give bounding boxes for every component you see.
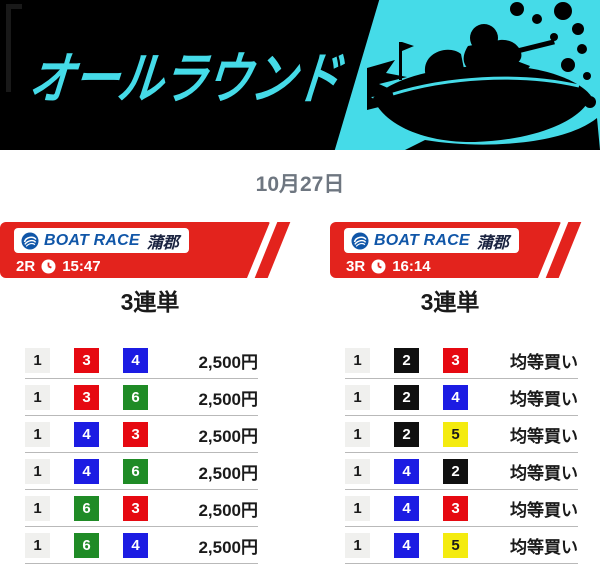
race-time: 15:47 (62, 257, 101, 275)
boat-number-2: 2 (394, 347, 419, 373)
bet-row: 1 6 4 2,500円 (25, 527, 258, 564)
bet-row-label: 均等買い (510, 537, 578, 557)
race-columns: BOAT RACE 蒲郡 2R 15:47 3連単 (0, 222, 600, 564)
bet-row-label: 均等買い (510, 352, 578, 372)
boat-number-6: 6 (74, 495, 99, 521)
boat-number-4: 4 (443, 384, 468, 410)
race-banner-body[interactable]: BOAT RACE 蒲郡 2R 15:47 (0, 222, 270, 278)
boat-racer-illustration (367, 2, 600, 150)
race-column-1: BOAT RACE 蒲郡 2R 15:47 3連単 (0, 222, 300, 564)
logo-brand-text: BOAT RACE (374, 231, 470, 249)
boat-number-1: 1 (25, 495, 50, 521)
boat-number-1: 1 (345, 458, 370, 484)
bet-row: 1 2 4 均等買い (345, 379, 578, 416)
bet-row-label: 2,500円 (198, 352, 258, 372)
boat-number-3: 3 (123, 495, 148, 521)
boat-number-4: 4 (123, 347, 148, 373)
bet-row: 1 6 3 2,500円 (25, 490, 258, 527)
boat-number-2: 2 (394, 384, 419, 410)
race-info-line: 2R 15:47 (16, 258, 270, 275)
race-banner-2[interactable]: BOAT RACE 蒲郡 3R 16:14 (330, 222, 582, 278)
logo-venue-text: 蒲郡 (476, 234, 509, 252)
race-info-line: 3R 16:14 (346, 258, 561, 275)
boat-number-1: 1 (345, 532, 370, 558)
boat-number-5: 5 (443, 532, 468, 558)
race-column-2: BOAT RACE 蒲郡 3R 16:14 3連単 (300, 222, 600, 564)
boat-number-1: 1 (25, 384, 50, 410)
boat-number-4: 4 (74, 458, 99, 484)
hero-cyan-panel (334, 0, 600, 150)
boat-number-3: 3 (123, 421, 148, 447)
bet-row: 1 4 3 2,500円 (25, 416, 258, 453)
logo-venue-text: 蒲郡 (146, 234, 179, 252)
clock-icon (371, 259, 386, 274)
boatrace-swirl-icon (21, 232, 39, 250)
boat-number-6: 6 (123, 384, 148, 410)
boat-number-4: 4 (394, 495, 419, 521)
date-heading: 10月27日 (255, 173, 345, 196)
race-banner-body[interactable]: BOAT RACE 蒲郡 3R 16:14 (330, 222, 561, 278)
boatrace-swirl-icon (351, 232, 369, 250)
boat-number-1: 1 (345, 495, 370, 521)
boat-number-4: 4 (74, 421, 99, 447)
boatrace-logo: BOAT RACE 蒲郡 (344, 228, 519, 253)
boat-number-1: 1 (25, 347, 50, 373)
boat-number-6: 6 (123, 458, 148, 484)
bet-row-label: 2,500円 (198, 463, 258, 483)
corner-decoration (6, 4, 22, 92)
boat-number-3: 3 (443, 495, 468, 521)
bet-row-label: 2,500円 (198, 537, 258, 557)
hero-banner: オールラウンド (0, 0, 600, 150)
boat-number-4: 4 (123, 532, 148, 558)
boat-number-1: 1 (345, 421, 370, 447)
boat-number-6: 6 (74, 532, 99, 558)
race-time: 16:14 (392, 257, 431, 275)
race-number: 2R (16, 257, 36, 275)
boat-number-4: 4 (394, 458, 419, 484)
bet-type-heading: 3連単 (120, 289, 180, 315)
bet-row: 1 4 6 2,500円 (25, 453, 258, 490)
boat-number-3: 3 (443, 347, 468, 373)
race-number: 3R (346, 257, 366, 275)
bet-row-label: 均等買い (510, 426, 578, 446)
hero-title: オールラウンド (25, 47, 344, 110)
boat-number-2: 2 (394, 421, 419, 447)
boat-number-1: 1 (25, 458, 50, 484)
boat-number-1: 1 (25, 421, 50, 447)
bet-row: 1 2 5 均等買い (345, 416, 578, 453)
bet-row: 1 4 5 均等買い (345, 527, 578, 564)
boat-number-1: 1 (25, 532, 50, 558)
bet-row: 1 4 2 均等買い (345, 453, 578, 490)
bet-row-label: 均等買い (510, 463, 578, 483)
clock-icon (41, 259, 56, 274)
bet-row-label: 2,500円 (198, 500, 258, 520)
boat-number-4: 4 (394, 532, 419, 558)
bet-row-label: 2,500円 (198, 389, 258, 409)
boat-number-2: 2 (443, 458, 468, 484)
boatrace-logo: BOAT RACE 蒲郡 (14, 228, 189, 253)
logo-brand-text: BOAT RACE (44, 231, 140, 249)
boat-number-5: 5 (443, 421, 468, 447)
bet-row: 1 3 4 2,500円 (25, 342, 258, 379)
bet-row-label: 均等買い (510, 389, 578, 409)
race-banner-1[interactable]: BOAT RACE 蒲郡 2R 15:47 (0, 222, 291, 278)
bet-type-heading: 3連単 (420, 289, 480, 315)
bet-rows: 1 2 3 均等買い 1 2 4 均等買い 1 2 5 均等買い 1 4 2 均等買い 1 4 3 均等買い 1 4 5 均等… (345, 342, 578, 564)
boat-number-1: 1 (345, 384, 370, 410)
bet-row: 1 2 3 均等買い (345, 342, 578, 379)
boat-number-3: 3 (74, 384, 99, 410)
bet-row-label: 2,500円 (198, 426, 258, 446)
bet-row: 1 3 6 2,500円 (25, 379, 258, 416)
boat-number-1: 1 (345, 347, 370, 373)
bet-rows: 1 3 4 2,500円 1 3 6 2,500円 1 4 3 2,500円 1 4 6 2,500円 1 6 3 2… (25, 342, 258, 564)
bet-row: 1 4 3 均等買い (345, 490, 578, 527)
boat-number-3: 3 (74, 347, 99, 373)
bet-row-label: 均等買い (510, 500, 578, 520)
